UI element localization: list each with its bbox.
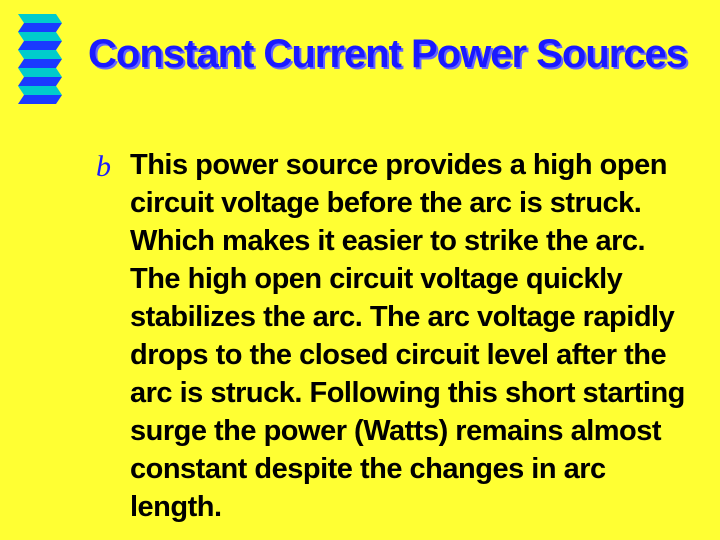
body-text: This power source provides a high open c… bbox=[130, 146, 690, 526]
corner-decoration bbox=[18, 14, 60, 106]
slide-title: Constant Current Power Sources bbox=[88, 32, 687, 77]
bullet-icon: b bbox=[96, 150, 111, 184]
